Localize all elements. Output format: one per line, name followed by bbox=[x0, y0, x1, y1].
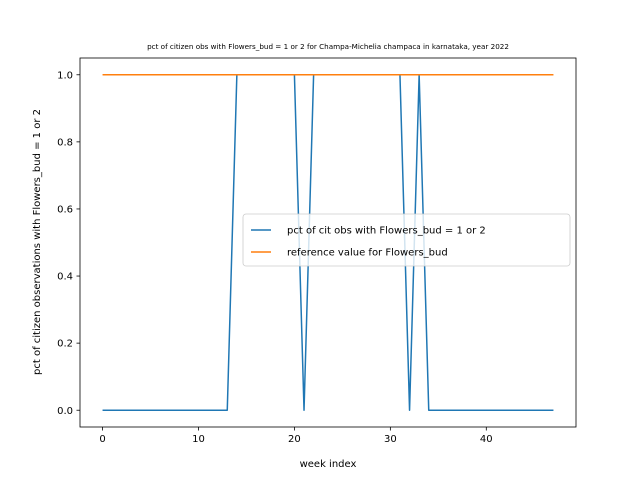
y-tick-label: 0.2 bbox=[57, 339, 73, 350]
legend-label-1: pct of cit obs with Flowers_bud = 1 or 2 bbox=[287, 226, 486, 237]
legend: pct of cit obs with Flowers_bud = 1 or 2… bbox=[242, 213, 571, 267]
y-tick-label: 0.6 bbox=[57, 205, 73, 216]
y-tick-label: 0.4 bbox=[57, 272, 73, 283]
x-tick-label: 0 bbox=[99, 434, 105, 445]
y-tick-label: 0.0 bbox=[57, 406, 73, 417]
plot-area bbox=[102, 74, 554, 411]
x-axis-label: week index bbox=[300, 459, 357, 470]
y-axis-label: pct of citizen observations with Flowers… bbox=[32, 109, 43, 375]
x-tick-label: 20 bbox=[288, 434, 301, 445]
y-axis: 0.0 0.2 0.4 0.6 0.8 1.0 bbox=[57, 70, 80, 417]
y-tick-label: 1.0 bbox=[57, 70, 73, 81]
x-axis: 0 10 20 30 40 bbox=[99, 427, 493, 445]
plot-frame bbox=[79, 57, 577, 428]
y-tick-label: 0.8 bbox=[57, 137, 73, 148]
legend-box bbox=[242, 213, 571, 267]
chart-title: pct of citizen obs with Flowers_bud = 1 … bbox=[147, 42, 509, 51]
x-tick-label: 40 bbox=[480, 434, 493, 445]
legend-label-2: reference value for Flowers_bud bbox=[287, 248, 448, 259]
x-tick-label: 30 bbox=[384, 434, 397, 445]
x-tick-label: 10 bbox=[192, 434, 205, 445]
